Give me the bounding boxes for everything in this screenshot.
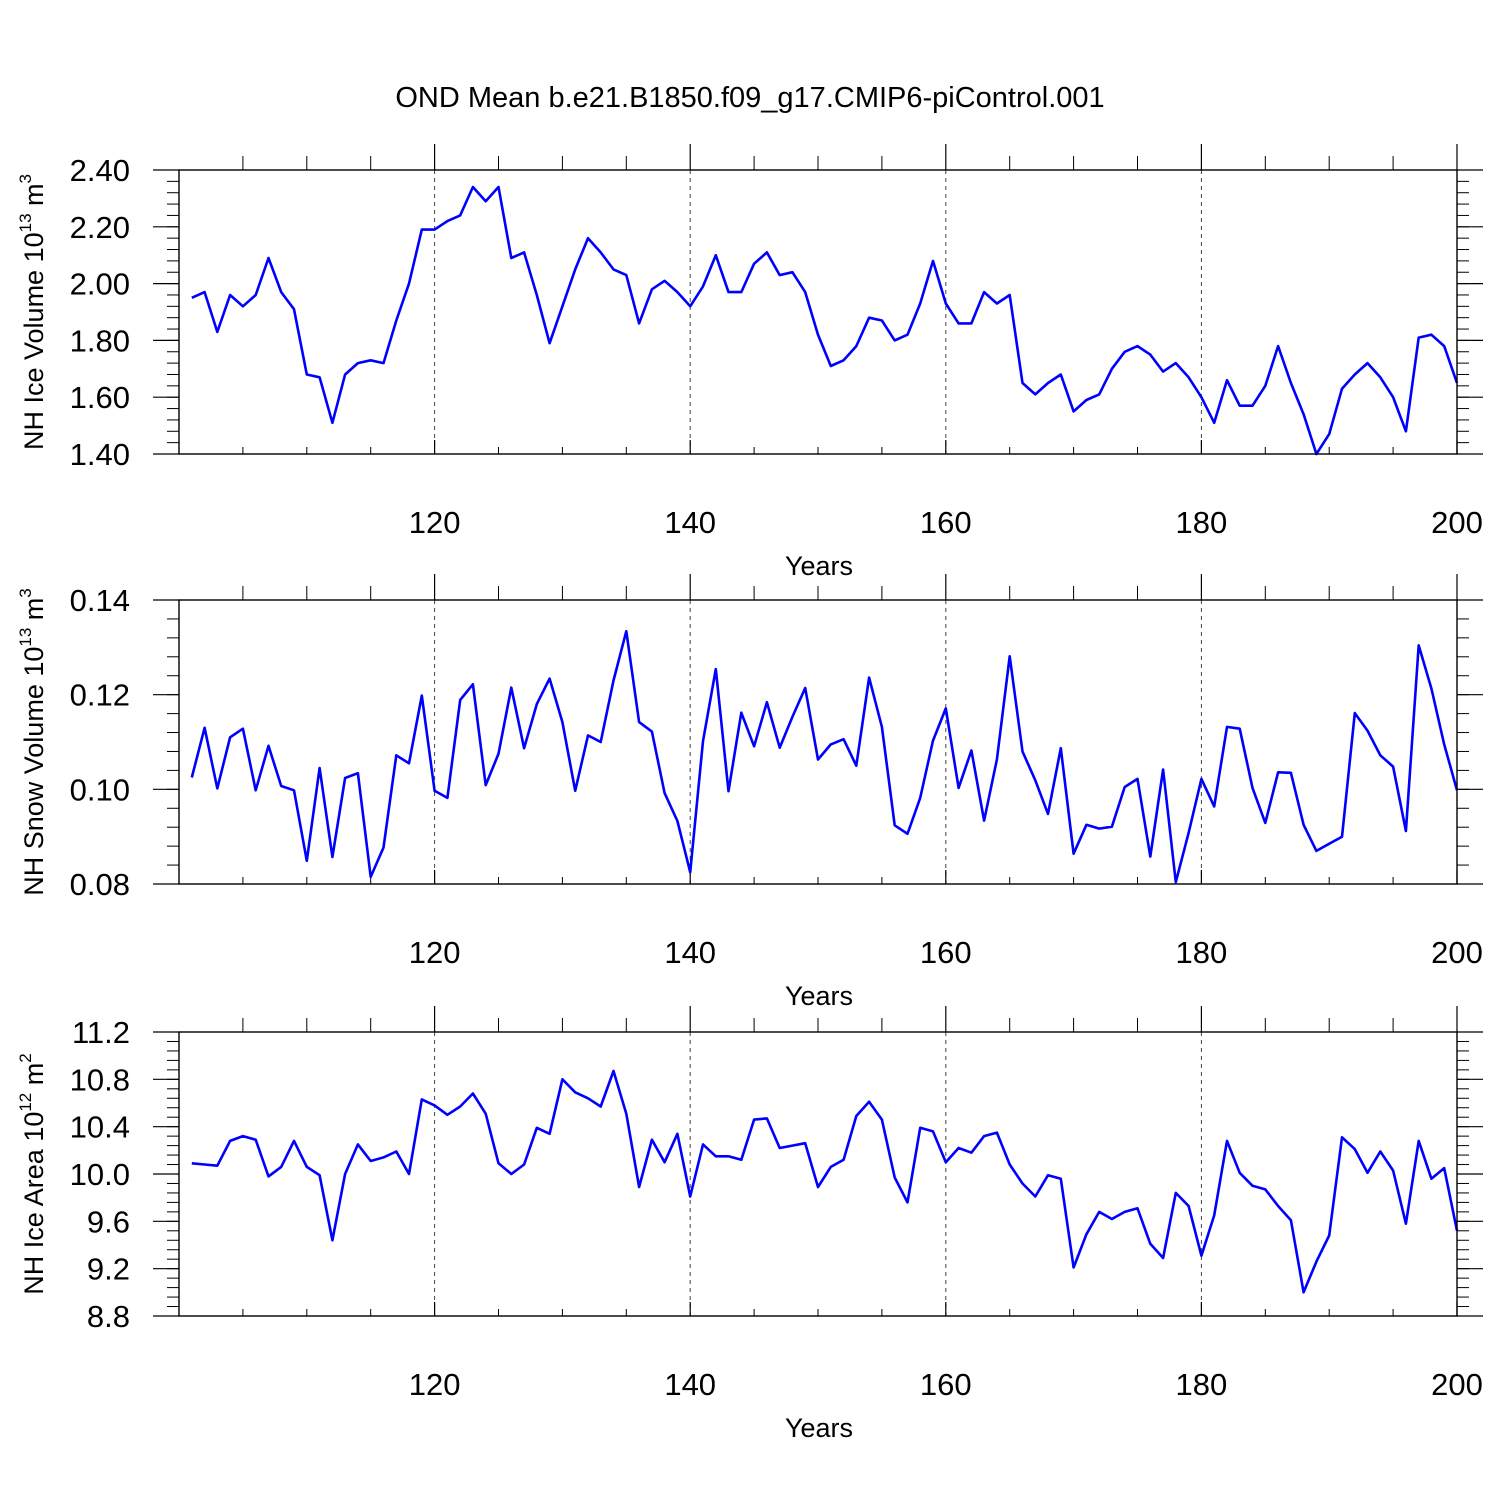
y-tick-label: 2.00 (70, 267, 130, 302)
y-tick-label: 1.40 (70, 437, 130, 472)
data-line-nh-snow-volume (190, 629, 1459, 884)
x-tick-label: 180 (1176, 935, 1228, 970)
plot-frame (178, 599, 1458, 885)
chart-title: OND Mean b.e21.B1850.f09_g17.CMIP6-piCon… (395, 82, 1104, 114)
plot-frame (178, 1031, 1458, 1317)
x-tick-label: 140 (664, 505, 716, 540)
y-tick-label: 9.2 (87, 1252, 130, 1287)
y-tick-label: 10.8 (70, 1062, 130, 1097)
y-tick-label: 2.20 (70, 210, 130, 245)
y-tick-label: 0.14 (70, 583, 130, 618)
x-tick-label: 160 (920, 505, 972, 540)
x-tick-label: 160 (920, 1367, 972, 1402)
y-tick-label: 0.12 (70, 678, 130, 713)
y-tick-label: 2.40 (70, 153, 130, 188)
x-axis-label: Years (785, 1413, 853, 1443)
x-tick-label: 120 (409, 935, 461, 970)
x-axis-label: Years (785, 551, 853, 581)
y-tick-label: 1.60 (70, 380, 130, 415)
y-axis-label: NH Ice Volume 1013 m3 (16, 174, 49, 450)
y-tick-label: 8.8 (87, 1299, 130, 1334)
y-tick-label: 10.4 (70, 1110, 130, 1145)
panels-container: 1.40 1.60 1.80 2.00 2.20 2.40 120 140 160 180 200 Y… (16, 144, 1483, 1443)
y-tick-label: 1.80 (70, 323, 130, 358)
x-tick-label: 140 (664, 1367, 716, 1402)
y-tick-label: 11.2 (72, 1015, 130, 1050)
plot-frame (178, 169, 1458, 455)
x-axis-label: Years (785, 981, 853, 1011)
chart-panel-1: 1.40 1.60 1.80 2.00 2.20 2.40 120 140 160 180 200 Y… (16, 144, 1483, 581)
x-tick-label: 120 (409, 1367, 461, 1402)
data-line-nh-ice-volume (191, 185, 1459, 456)
y-tick-label: 9.6 (87, 1204, 130, 1239)
x-tick-label: 180 (1176, 1367, 1228, 1402)
x-tick-label: 140 (664, 935, 716, 970)
chart-panel-3: 8.8 9.2 9.6 10.0 10.4 10.8 11.2 120 140 160 180 200… (16, 1006, 1483, 1443)
x-tick-label: 120 (409, 505, 461, 540)
chart-panel-2: 0.08 0.10 0.12 0.14 120 140 160 180 200 Years NH S… (16, 574, 1483, 1011)
x-tick-label: 200 (1431, 1367, 1483, 1402)
y-tick-label: 10.0 (70, 1157, 130, 1192)
y-axis-label: NH Ice Area 1012 m2 (16, 1053, 49, 1294)
x-tick-label: 200 (1431, 935, 1483, 970)
y-tick-label: 0.08 (70, 867, 130, 902)
x-tick-label: 180 (1176, 505, 1228, 540)
x-tick-label: 160 (920, 935, 972, 970)
y-axis-label: NH Snow Volume 1013 m3 (16, 588, 49, 896)
data-line-nh-ice-area (191, 1069, 1459, 1294)
x-tick-label: 200 (1431, 505, 1483, 540)
y-tick-label: 0.10 (70, 772, 130, 807)
